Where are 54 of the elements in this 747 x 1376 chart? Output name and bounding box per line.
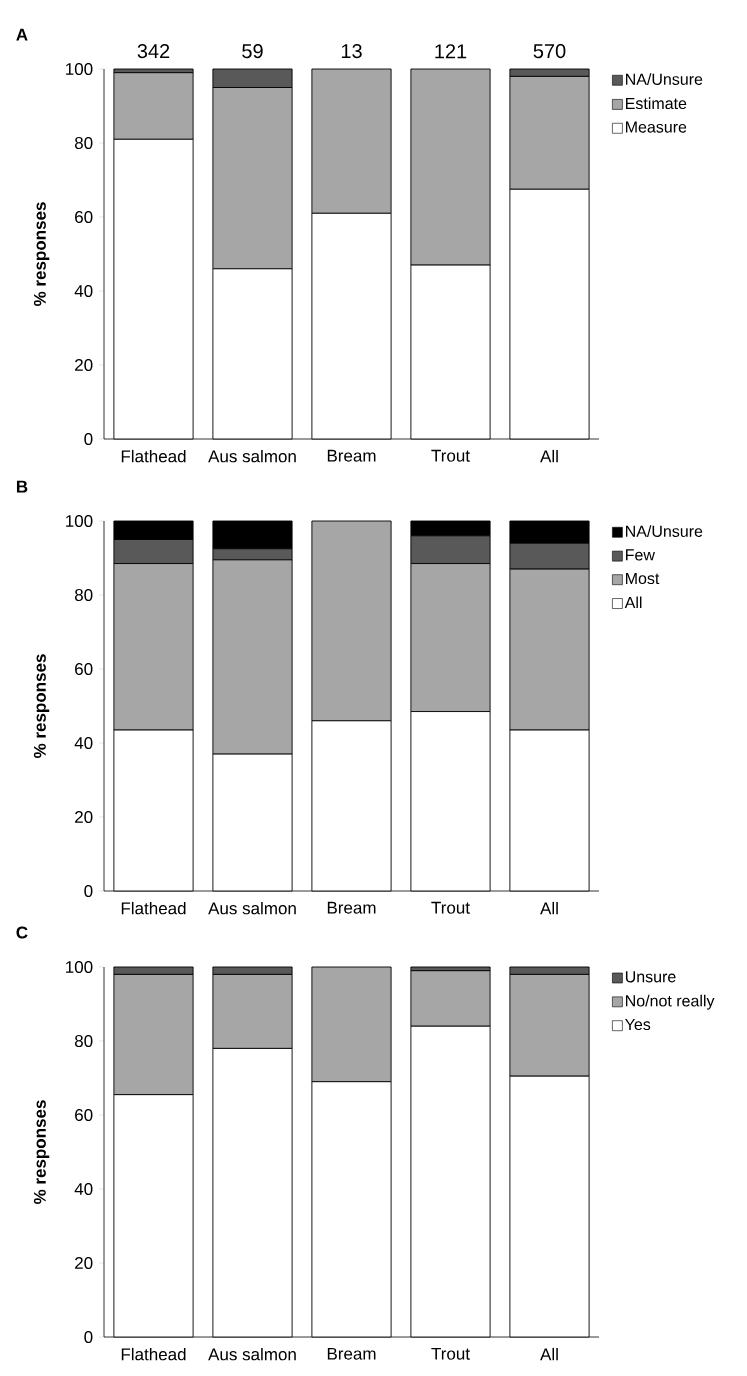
- legend-label: Yes: [625, 1018, 651, 1031]
- y-tick-label: 60: [75, 210, 93, 224]
- y-tick-label: 20: [75, 1257, 93, 1270]
- y-tick-label: 0: [84, 432, 93, 446]
- y-tick-label: 100: [66, 960, 93, 974]
- legend-label: Unsure: [625, 971, 676, 983]
- y-axis-title: % responses: [33, 1100, 50, 1205]
- y-tick-label: 100: [66, 62, 93, 76]
- x-tick-label: Flathead: [121, 1347, 186, 1361]
- legend-label: Few: [626, 549, 655, 561]
- x-tick-label: Aus salmon: [208, 1347, 296, 1361]
- x-tick-label: Bream: [327, 449, 376, 462]
- y-tick-label: 60: [75, 662, 93, 676]
- x-tick-label: Trout: [431, 449, 470, 462]
- legend-label: Most: [626, 572, 660, 585]
- text: 570: [533, 43, 566, 59]
- chart-title: C: [16, 926, 28, 939]
- text: 342: [137, 43, 170, 59]
- y-axis-title: % responses: [33, 202, 50, 307]
- x-tick-label: Bream: [327, 1347, 376, 1360]
- y-tick-label: 40: [74, 1182, 93, 1196]
- x-tick-label: All: [540, 901, 558, 915]
- legend-label: No/not really: [626, 994, 715, 1010]
- y-tick-label: 0: [84, 1331, 93, 1344]
- y-tick-label: 0: [84, 884, 93, 898]
- y-tick-label: 40: [74, 284, 93, 298]
- text: 59: [242, 43, 263, 59]
- text: 121: [435, 44, 467, 59]
- y-tick-label: 80: [74, 588, 93, 602]
- y-tick-label: 100: [66, 514, 93, 528]
- y-tick-label: 20: [75, 810, 93, 824]
- y-tick-label: 20: [75, 358, 93, 372]
- x-tick-label: Aus salmon: [208, 901, 296, 915]
- y-tick-label: 80: [74, 136, 93, 150]
- y-axis-title: % responses: [33, 654, 50, 759]
- legend-label: NA/Unsure: [626, 525, 703, 537]
- legend-label: Estimate: [626, 97, 687, 110]
- x-tick-label: Trout: [431, 1347, 470, 1360]
- legend-label: Measure: [626, 121, 687, 133]
- x-tick-label: Flathead: [121, 449, 186, 463]
- y-tick-label: 60: [75, 1108, 93, 1122]
- x-tick-label: All: [540, 449, 558, 463]
- x-tick-label: All: [540, 1347, 558, 1361]
- legend-label: All: [624, 596, 642, 609]
- x-tick-label: Flathead: [121, 901, 186, 915]
- y-tick-label: 80: [74, 1034, 93, 1048]
- chart-title: B: [16, 480, 28, 493]
- x-tick-label: Aus salmon: [208, 449, 296, 463]
- x-tick-label: Bream: [327, 901, 376, 914]
- y-tick-label: 40: [74, 736, 93, 750]
- text: 13: [341, 43, 362, 59]
- x-tick-label: Trout: [431, 901, 470, 914]
- chart-title: A: [16, 28, 28, 41]
- legend-label: NA/Unsure: [626, 73, 703, 85]
